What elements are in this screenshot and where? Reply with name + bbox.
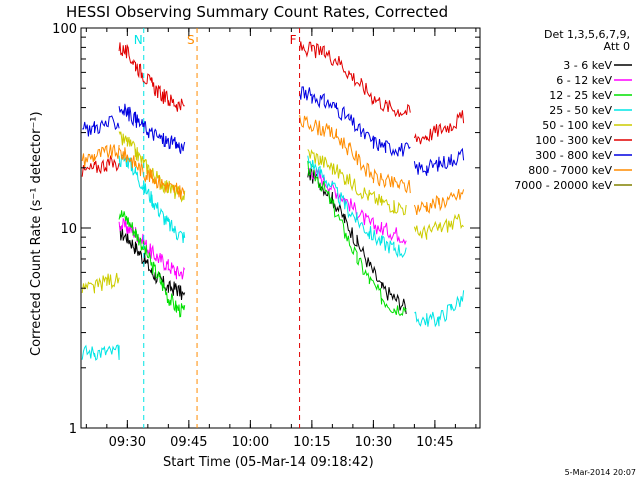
series-line <box>118 154 186 244</box>
series <box>82 86 465 176</box>
timestamp: 5-Mar-2014 20:07 <box>565 468 636 477</box>
series-line <box>81 144 120 167</box>
x-axis-label: Start Time (05-Mar-14 09:18:42) <box>163 455 374 470</box>
series-line <box>299 114 411 194</box>
series-line <box>82 115 120 137</box>
series-line <box>307 160 407 317</box>
series-line <box>299 41 411 118</box>
marker-label: F <box>290 33 297 47</box>
marker-label: N <box>134 33 143 47</box>
series-line <box>118 217 186 280</box>
series-line <box>118 147 185 200</box>
series-line <box>81 154 120 177</box>
y-axis-label: Corrected Count Rate (s⁻¹ detector⁻¹) <box>29 111 44 356</box>
series-line <box>413 147 465 176</box>
x-tick-label: 10:30 <box>355 435 392 450</box>
marker-label: S <box>187 33 195 47</box>
series <box>81 131 464 294</box>
legend-label: 12 - 25 keV <box>549 89 612 102</box>
legend-header-line-1: Det 1,3,5,6,7,9, <box>544 28 630 41</box>
legend-label: 6 - 12 keV <box>556 74 612 87</box>
series-layer <box>81 41 465 361</box>
series-line <box>299 86 411 157</box>
legend-label: 800 - 7000 keV <box>528 164 612 177</box>
y-tick-label: 10 <box>60 222 77 237</box>
x-tick-label: 10:15 <box>293 435 330 450</box>
y-tick-label: 100 <box>52 22 77 37</box>
x-tick-label: 10:45 <box>416 435 453 450</box>
series-line <box>413 213 464 240</box>
x-tick-label: 09:30 <box>109 435 146 450</box>
series-line <box>118 103 186 154</box>
series-line <box>414 290 465 328</box>
y-tick-label: 1 <box>69 422 77 437</box>
series-line <box>307 149 407 216</box>
series <box>81 154 465 361</box>
series-line <box>118 210 186 318</box>
legend-header-line-2: Att 0 <box>604 40 630 53</box>
legend: Det 1,3,5,6,7,9, Att 0 3 - 6 keV 6 - 12 k… <box>514 28 632 192</box>
series-line <box>118 42 185 112</box>
series-line <box>81 272 120 294</box>
series-line <box>307 167 407 315</box>
series-line <box>119 226 186 301</box>
legend-label: 50 - 100 keV <box>542 119 612 132</box>
legend-label: 7000 - 20000 keV <box>514 179 612 192</box>
x-tick-label: 10:00 <box>232 435 269 450</box>
legend-label: 25 - 50 keV <box>549 104 612 117</box>
x-tick-label: 09:45 <box>170 435 207 450</box>
series-line <box>413 189 465 215</box>
series-line <box>307 155 407 259</box>
legend-label: 300 - 800 keV <box>535 149 612 162</box>
series-line <box>81 344 120 361</box>
series <box>119 167 407 315</box>
axis-layer: 09:30 09:45 10:00 10:15 10:30 10:45 1 10 100 <box>52 22 480 450</box>
legend-label: 100 - 300 keV <box>535 134 612 147</box>
chart-title: HESSI Observing Summary Count Rates, Cor… <box>66 3 448 21</box>
series-line <box>413 110 465 145</box>
series <box>81 114 465 215</box>
series <box>81 41 465 177</box>
plot-area <box>80 27 481 429</box>
legend-label: 3 - 6 keV <box>563 59 612 72</box>
series <box>118 160 407 318</box>
